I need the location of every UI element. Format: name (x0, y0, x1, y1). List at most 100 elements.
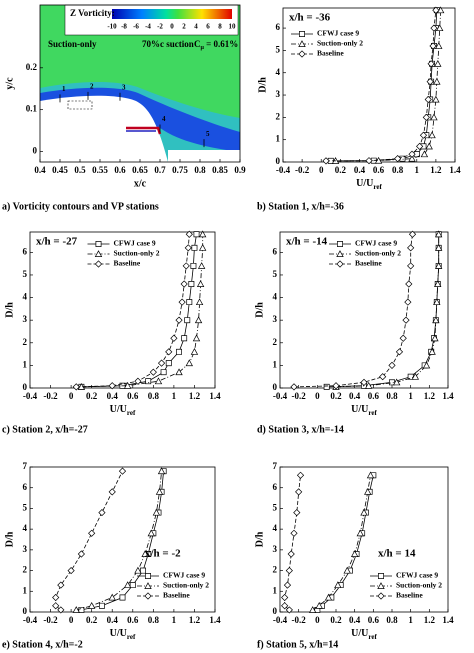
x-tick-label: 0.4 (107, 391, 119, 401)
y-axis-label: D/h (254, 302, 265, 318)
marker (98, 508, 106, 517)
y-tick-label: 0 (276, 156, 281, 166)
x-axis-label: U/Uref (110, 628, 136, 640)
marker (52, 602, 60, 610)
x-tick-label: -0.4 (23, 615, 38, 625)
profile-line (81, 471, 164, 611)
colorbar-tick-label: 0 (170, 23, 174, 31)
x-tick-label: 1.4 (209, 391, 221, 401)
marker (404, 298, 412, 306)
legend-label: Baseline (114, 259, 141, 268)
marker (324, 593, 333, 601)
x-tick-label: -0.2 (295, 165, 310, 175)
x-tick-label: 0.5 (74, 165, 86, 175)
y-tick-label: 4 (273, 523, 278, 533)
marker (175, 316, 183, 324)
x-tick-label: -0.4 (23, 391, 38, 401)
colorbar-label: Z Vorticity: (70, 8, 115, 18)
profile-line (312, 475, 371, 611)
marker (180, 280, 188, 288)
marker (433, 298, 441, 306)
x-tick-label: 1 (415, 165, 420, 175)
legend-marker (336, 250, 344, 257)
marker (182, 262, 190, 270)
y-tick-label: 7 (273, 461, 278, 471)
profile-line (317, 475, 374, 611)
marker (197, 262, 206, 269)
station-label: 4 (162, 115, 166, 123)
plot-frame (282, 7, 456, 163)
legend-label: CFWJ case 9 (355, 239, 397, 248)
x-tick-label: 1.4 (209, 615, 221, 625)
marker (432, 6, 440, 14)
marker (198, 243, 207, 251)
marker (285, 606, 293, 614)
x-tick-label: 0.6 (373, 165, 385, 175)
marker (123, 581, 132, 589)
marker (295, 488, 303, 496)
marker (72, 383, 80, 391)
marker (195, 298, 204, 306)
legend-label: CFWJ case 9 (317, 29, 359, 38)
x-tick-label: 0.65 (132, 165, 148, 175)
marker (155, 488, 164, 495)
y-tick-label: 3 (23, 544, 28, 554)
x-tick-label: 0.6 (127, 615, 139, 625)
marker (193, 231, 200, 238)
x-tick-label: 0.4 (354, 165, 366, 175)
marker (332, 382, 340, 390)
marker (296, 471, 305, 479)
x-tick-label: 0.7 (154, 165, 166, 175)
legend-marker (144, 592, 152, 600)
x-tick-label: 0.6 (368, 615, 380, 625)
legend-marker (95, 241, 102, 247)
marker (360, 378, 368, 386)
x-tick-label: 0.4 (349, 615, 361, 625)
marker (196, 280, 205, 287)
x-axis-label-sub: ref (373, 183, 382, 191)
y-tick-label: 4 (23, 292, 28, 302)
y-tick-label: 1 (23, 585, 28, 595)
marker (184, 244, 192, 252)
marker (408, 150, 416, 158)
y-tick-label: 4 (23, 523, 28, 533)
marker (395, 348, 404, 356)
colorbar-tick-label: 6 (206, 23, 210, 31)
y-tick-label: 0 (273, 382, 278, 392)
marker (434, 262, 443, 269)
marker (141, 550, 149, 557)
x-tick-label: -0.2 (292, 615, 307, 625)
x-axis-label: x/c (134, 178, 147, 189)
annotation: Suction-only (48, 39, 97, 49)
x-tick-label: 0.8 (148, 615, 160, 625)
marker (402, 316, 410, 324)
y-tick-label: 4 (273, 292, 278, 302)
legend-marker (378, 573, 384, 579)
x-tick-label: 1 (172, 615, 177, 625)
marker (157, 359, 166, 367)
marker (429, 42, 437, 50)
legend-label: Suction-only 2 (317, 39, 363, 48)
marker (134, 377, 142, 385)
marker (405, 280, 413, 288)
x-tick-label: 0.2 (86, 615, 98, 625)
panel-title: x/h = -2 (145, 548, 181, 560)
marker (430, 113, 438, 121)
marker (57, 606, 65, 614)
y-tick-label: 6 (273, 482, 278, 492)
marker (290, 529, 298, 537)
x-tick-label: 1.2 (424, 615, 436, 625)
x-axis-label-main: U/U (351, 628, 368, 639)
x-axis-label: U/Uref (356, 178, 382, 190)
marker (77, 550, 85, 558)
marker (434, 280, 442, 287)
legend-marker (337, 241, 343, 247)
plot-frame (279, 466, 449, 613)
x-tick-label: 0.55 (92, 165, 108, 175)
y-tick-label: 5 (23, 502, 28, 512)
y-tick-label: 6 (23, 482, 28, 492)
x-axis-label: U/Uref (110, 404, 136, 416)
marker (57, 581, 65, 589)
marker (140, 567, 147, 574)
marker (379, 373, 387, 381)
